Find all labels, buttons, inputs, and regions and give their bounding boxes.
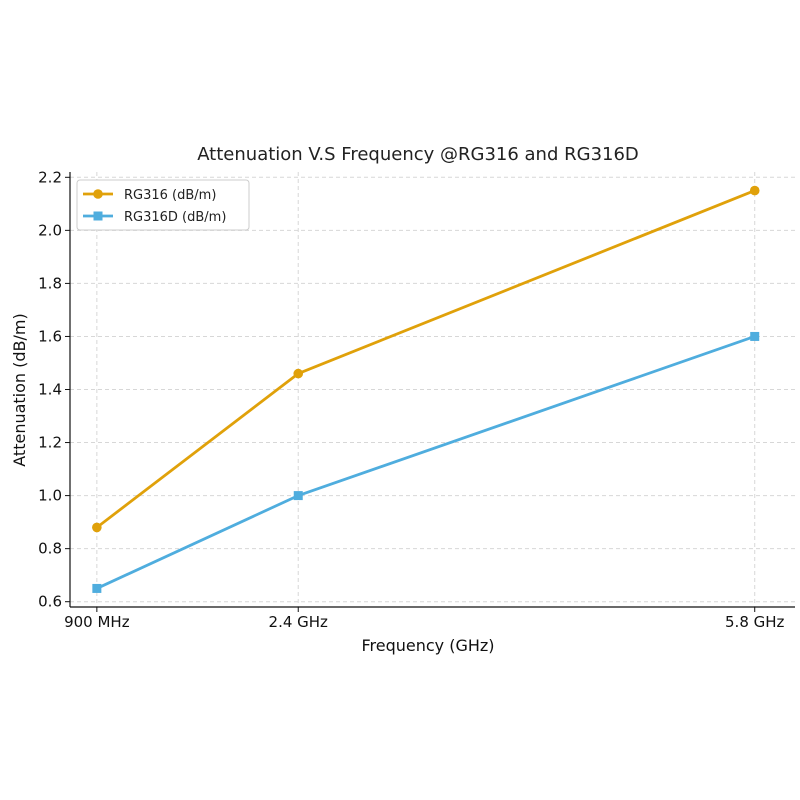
y-axis-label: Attenuation (dB/m) [10,313,29,466]
chart-title: Attenuation V.S Frequency @RG316 and RG3… [197,144,639,165]
y-tick-label: 1.4 [38,381,62,399]
x-tick-label: 900 MHz [64,613,130,631]
data-point [749,185,760,196]
legend-entry: RG316 (dB/m) [83,188,216,203]
legend-marker [93,189,103,199]
y-tick-label: 1.8 [38,274,62,292]
legend-label: RG316 (dB/m) [124,188,216,203]
y-tick-label: 2.0 [38,221,62,239]
grid-layer [70,172,795,607]
y-tick-label: 0.8 [38,540,62,558]
data-point [750,331,760,341]
y-tick-label: 0.6 [38,593,62,611]
y-tick-label: 2.2 [38,168,62,186]
series-layer [92,185,760,593]
x-axis-label: Frequency (GHz) [361,636,494,655]
legend-box [76,179,250,231]
x-tick-label: 5.8 GHz [725,613,785,631]
legend-label: RG316D (dB/m) [124,210,226,225]
data-point [293,368,304,379]
y-tick-label: 1.0 [38,487,62,505]
y-tick-label: 1.6 [38,327,62,345]
legend-marker [93,211,103,221]
data-point [293,491,303,501]
series-1 [92,185,760,533]
ticks-layer: 0.6 0.8 1.0 1.2 1.4 1.6 1.8 2.0 2.2 900 MHz 2.4 GH… [38,168,784,631]
y-tick-label: 1.2 [38,434,62,452]
legend-entry: RG316D (dB/m) [83,210,226,225]
data-point [92,522,102,533]
legend: RG316 (dB/m) RG316D (dB/m) [76,179,250,231]
x-tick-label: 2.4 GHz [269,613,329,631]
data-point [92,583,102,593]
series-2 [92,331,760,593]
